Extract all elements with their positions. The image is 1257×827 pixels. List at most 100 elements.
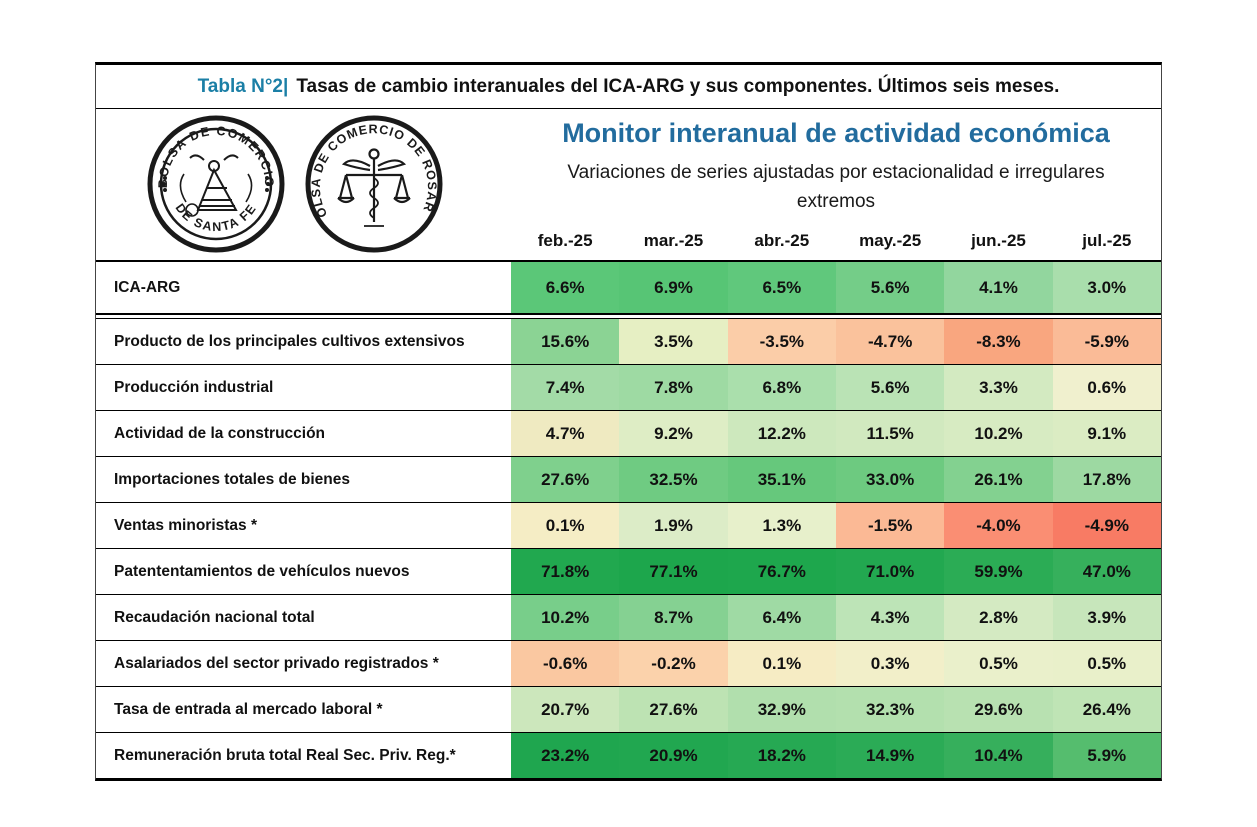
bolsa-santa-fe-logo-icon: BOLSA DE COMERCIO DE SANTA FE	[147, 115, 285, 253]
row-label: Asalariados del sector privado registrad…	[96, 641, 511, 686]
table-row: Importaciones totales de bienes 27.6% 32.5…	[96, 457, 1161, 503]
value-cell: 17.8%	[1052, 457, 1161, 502]
value-cell: 0.5%	[1052, 641, 1161, 686]
table-row: Ventas minoristas * 0.1% 1.9% 1.3% -1.5% -4.0…	[96, 503, 1161, 549]
bolsa-rosario-logo-icon: BOLSA DE COMERCIO DE ROSARIO	[304, 114, 443, 253]
value-cell: 32.9%	[727, 687, 836, 732]
value-cell: 4.3%	[835, 595, 945, 640]
value-cell: 1.9%	[619, 503, 728, 548]
value-cell: 5.6%	[835, 262, 945, 313]
value-cell: 23.2%	[511, 733, 620, 778]
value-cell: 4.1%	[944, 262, 1053, 313]
month-header: jul.-25	[1082, 231, 1132, 250]
value-cell: 3.3%	[944, 365, 1053, 410]
value-cell: 10.2%	[944, 411, 1053, 456]
value-cell: 3.0%	[1052, 262, 1161, 313]
value-cell: 6.8%	[727, 365, 836, 410]
caption-number: Tabla N°2|	[197, 75, 289, 97]
value-cell: -3.5%	[727, 319, 836, 364]
table-body: ICA-ARG 6.6% 6.9% 6.5% 5.6% 4.1% 3.0% Producto …	[96, 262, 1161, 778]
value-cell: -8.3%	[944, 319, 1053, 364]
row-label: Actividad de la construcción	[96, 411, 511, 456]
month-header: may.-25	[859, 231, 922, 250]
value-cell: 27.6%	[511, 457, 620, 502]
row-label: Ventas minoristas *	[96, 503, 511, 548]
value-cell: 10.4%	[944, 733, 1053, 778]
caduceus-scales-emblem-icon	[337, 148, 411, 227]
table-row: Remuneración bruta total Real Sec. Priv.…	[96, 733, 1161, 778]
value-cell: 32.3%	[835, 687, 945, 732]
table-row: Tasa de entrada al mercado laboral * 20.7…	[96, 687, 1161, 733]
value-cell: 6.9%	[619, 262, 728, 313]
value-cell: -0.2%	[619, 641, 728, 686]
table-row: Actividad de la construcción 4.7% 9.2% 12.2…	[96, 411, 1161, 457]
value-cell: 12.2%	[727, 411, 836, 456]
value-cell: 47.0%	[1052, 549, 1161, 594]
value-cell: 14.9%	[835, 733, 945, 778]
table-row: Producción industrial 7.4% 7.8% 6.8% 5.6% 3.3…	[96, 365, 1161, 411]
table-row: Patententamientos de vehículos nuevos 71.…	[96, 549, 1161, 595]
value-cell: 20.9%	[619, 733, 728, 778]
value-cell: 59.9%	[944, 549, 1053, 594]
value-cell: 33.0%	[835, 457, 945, 502]
row-label: Producto de los principales cultivos ext…	[96, 319, 511, 364]
row-label: Remuneración bruta total Real Sec. Priv.…	[96, 733, 511, 778]
seal-dots-icon	[162, 176, 270, 192]
value-cell: 11.5%	[835, 411, 945, 456]
month-header: mar.-25	[643, 231, 704, 250]
row-label: Producción industrial	[96, 365, 511, 410]
row-label: Importaciones totales de bienes	[96, 457, 511, 502]
section-separator	[96, 313, 1161, 319]
value-cell: 27.6%	[619, 687, 728, 732]
month-header-row: feb.-25 mar.-25 abr.-25 may.-25 jun.-25 …	[511, 222, 1161, 260]
value-cell: -4.0%	[944, 503, 1053, 548]
value-cell: 29.6%	[944, 687, 1053, 732]
value-cell: 26.1%	[944, 457, 1053, 502]
value-cell: 4.7%	[511, 411, 620, 456]
value-cell: 7.8%	[619, 365, 728, 410]
value-cell: 8.7%	[619, 595, 728, 640]
value-cell: 2.8%	[944, 595, 1053, 640]
value-cell: 77.1%	[619, 549, 728, 594]
value-cell: 1.3%	[727, 503, 836, 548]
logos-block: BOLSA DE COMERCIO DE SANTA FE	[146, 114, 444, 254]
logo-arc-text: BOLSA DE COMERCIO DE ROSARIO	[304, 114, 438, 220]
value-cell: 6.5%	[727, 262, 836, 313]
value-cell: 71.0%	[835, 549, 945, 594]
caption-text: Tasas de cambio interanuales del ICA-ARG…	[296, 75, 1060, 97]
value-cell: 0.5%	[944, 641, 1053, 686]
value-cell: 0.6%	[1052, 365, 1161, 410]
value-cell: 20.7%	[511, 687, 620, 732]
value-cell: 71.8%	[511, 549, 620, 594]
value-cell: 6.6%	[511, 262, 620, 313]
value-cell: -4.9%	[1052, 503, 1161, 548]
haystack-emblem-icon	[179, 154, 253, 217]
row-label: Tasa de entrada al mercado laboral *	[96, 687, 511, 732]
svg-text:BOLSA DE COMERCIO DE ROSARIO: BOLSA DE COMERCIO DE ROSARIO	[304, 114, 439, 220]
value-cell: 0.3%	[835, 641, 945, 686]
month-header: abr.-25	[754, 231, 810, 250]
value-cell: 0.1%	[511, 503, 620, 548]
value-cell: 76.7%	[727, 549, 836, 594]
value-cell: 18.2%	[727, 733, 836, 778]
value-cell: 6.4%	[727, 595, 836, 640]
table-row: Asalariados del sector privado registrad…	[96, 641, 1161, 687]
value-cell: 5.9%	[1052, 733, 1161, 778]
value-cell: -1.5%	[835, 503, 945, 548]
value-cell: -5.9%	[1052, 319, 1161, 364]
value-cell: 7.4%	[511, 365, 620, 410]
table-sheet: Tabla N°2| Tasas de cambio interanuales …	[95, 62, 1162, 781]
value-cell: -0.6%	[511, 641, 620, 686]
header-titles: Monitor interanual de actividad económic…	[511, 109, 1161, 260]
month-header: jun.-25	[971, 231, 1026, 250]
value-cell: 35.1%	[727, 457, 836, 502]
row-label: Patententamientos de vehículos nuevos	[96, 549, 511, 594]
value-cell: 32.5%	[619, 457, 728, 502]
table-row: Recaudación nacional total 10.2% 8.7% 6.4% 4…	[96, 595, 1161, 641]
value-cell: 9.2%	[619, 411, 728, 456]
row-label: ICA-ARG	[96, 262, 511, 313]
table-caption: Tabla N°2| Tasas de cambio interanuales …	[96, 65, 1161, 109]
value-cell: -4.7%	[835, 319, 945, 364]
value-cell: 26.4%	[1052, 687, 1161, 732]
